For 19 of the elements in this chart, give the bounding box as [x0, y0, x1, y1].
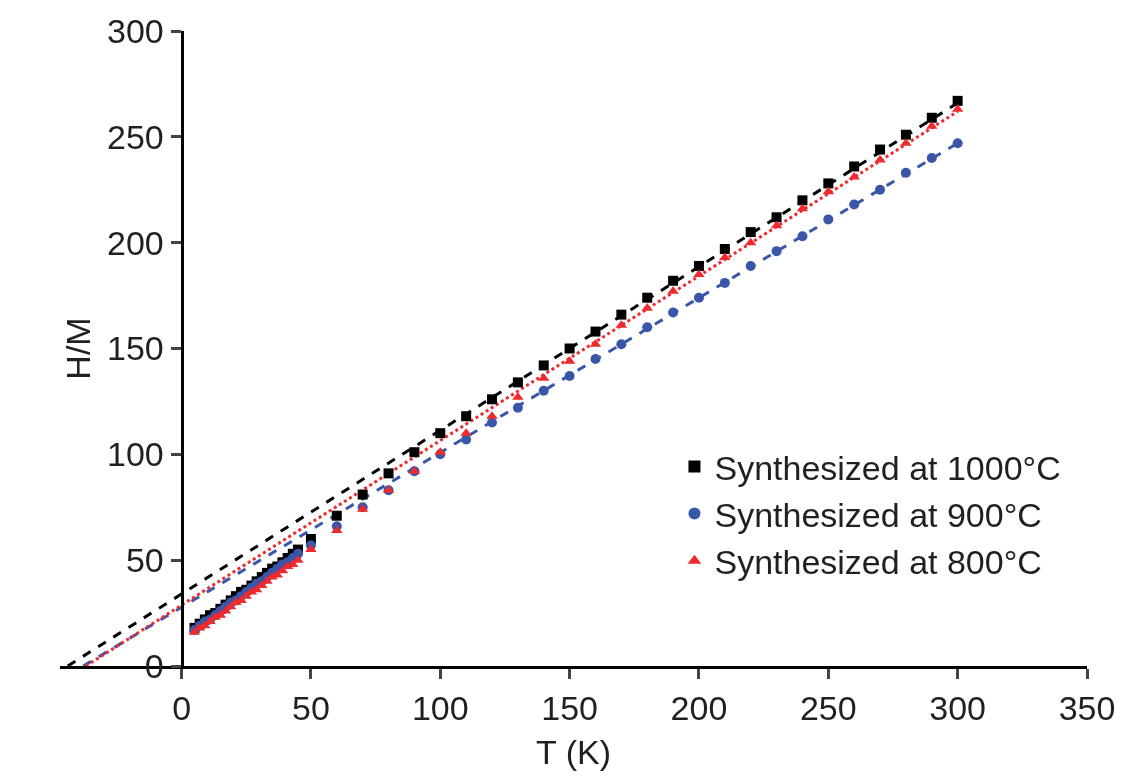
x-tick-label: 0 [172, 688, 192, 727]
y-tick-label: 150 [107, 329, 164, 368]
x-tick-label: 250 [799, 688, 857, 727]
y-axis-title: H/M [58, 317, 97, 380]
x-tick-label: 200 [670, 688, 728, 727]
x-tick-label: 350 [1058, 688, 1116, 727]
legend-label: Synthesized at 800°C [714, 543, 1042, 582]
y-tick-label: 100 [107, 435, 164, 474]
legend-label: Synthesized at 900°C [714, 495, 1042, 534]
x-axis-title: T (K) [536, 733, 611, 772]
x-tick-label: 300 [929, 688, 987, 727]
y-tick-label: 300 [107, 11, 164, 50]
y-tick-label: 200 [107, 223, 164, 262]
legend-label: Synthesized at 1000°C [714, 448, 1061, 487]
y-tick-label: 250 [107, 117, 164, 156]
y-tick-label: 50 [125, 541, 164, 580]
x-tick-label: 150 [541, 688, 598, 727]
x-tick-label: 100 [411, 688, 469, 727]
x-tick-label: 50 [292, 688, 330, 727]
